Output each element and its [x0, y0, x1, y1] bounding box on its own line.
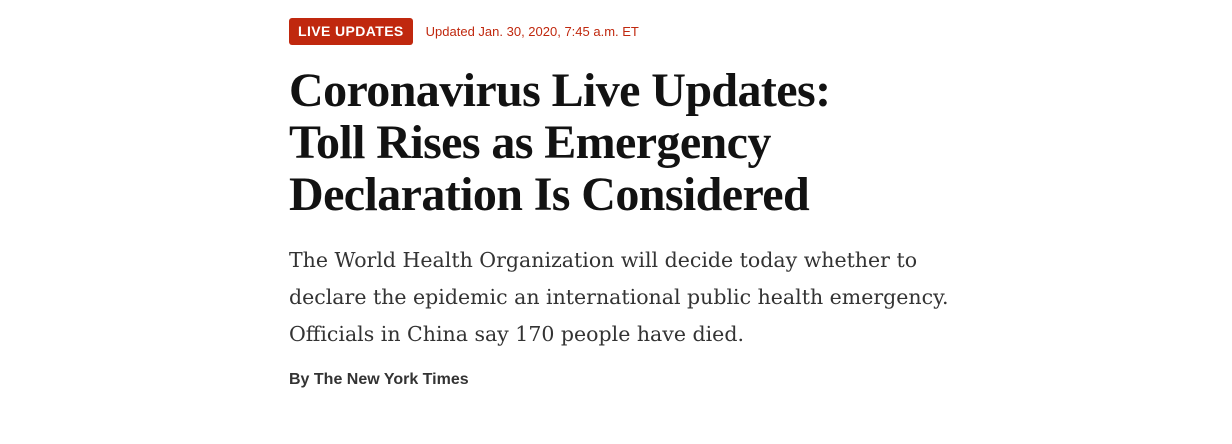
byline: By The New York Times [289, 371, 469, 388]
headline-line: Toll Rises as Emergency [289, 116, 771, 169]
summary-line: Officials in China say 170 people have d… [289, 322, 744, 346]
updated-timestamp: Updated Jan. 30, 2020, 7:45 a.m. ET [425, 24, 639, 39]
summary-line: declare the epidemic an international pu… [289, 285, 949, 309]
headline: Coronavirus Live Updates: Toll Rises as … [289, 65, 1049, 221]
article-summary: The World Health Organization will decid… [289, 242, 1049, 353]
article-header: LIVE UPDATES Updated Jan. 30, 2020, 7:45… [289, 18, 1049, 391]
headline-line: Declaration Is Considered [289, 168, 810, 221]
summary-line: The World Health Organization will decid… [289, 248, 918, 272]
live-updates-badge[interactable]: LIVE UPDATES [289, 18, 413, 45]
headline-line: Coronavirus Live Updates: [289, 64, 831, 117]
meta-row: LIVE UPDATES Updated Jan. 30, 2020, 7:45… [289, 18, 1049, 45]
